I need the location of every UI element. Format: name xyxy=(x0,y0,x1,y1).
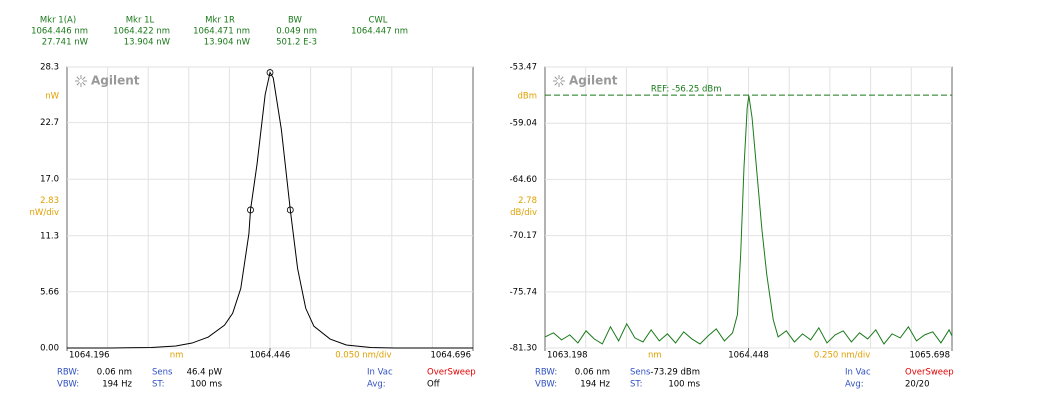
x-tick-label: 1064.446 xyxy=(250,351,291,361)
status-text: Avg: xyxy=(845,380,864,390)
status-text: OverSweep xyxy=(905,368,954,378)
marker-header: Mkr 1R xyxy=(205,16,235,26)
y-tick-label: 17.0 xyxy=(40,175,59,185)
y-division: 2.83 xyxy=(40,196,59,206)
y-tick-label: -53.47 xyxy=(510,63,537,73)
y-tick-label: -70.17 xyxy=(510,231,537,241)
x-division: 0.050 nm/div xyxy=(335,351,391,361)
y-tick-label: 22.7 xyxy=(40,118,59,128)
y-tick-label: -81.30 xyxy=(510,344,537,354)
status-text: 46.4 pW xyxy=(187,368,223,378)
reference-label: REF: -56.25 dBm xyxy=(651,85,722,95)
x-tick-label: 1064.696 xyxy=(430,351,471,361)
status-text: Sens xyxy=(152,368,173,378)
trace xyxy=(544,95,953,345)
marker-value: 1064.422 nm xyxy=(113,27,170,37)
status-text: RBW: xyxy=(57,368,79,378)
status-text: 100 ms xyxy=(668,380,700,390)
status-text: Avg: xyxy=(367,380,386,390)
marker-header: Mkr 1(A) xyxy=(40,16,76,26)
status-text: VBW: xyxy=(57,380,79,390)
logo-ray xyxy=(76,82,80,86)
x-tick-label: 1063.198 xyxy=(547,351,588,361)
y-tick-label: 0.00 xyxy=(40,344,59,354)
status-text: 0.06 nm xyxy=(97,368,132,378)
x-tick-label: 1064.448 xyxy=(728,351,769,361)
logo: Agilent xyxy=(553,74,618,88)
marker-value: 1064.447 nm xyxy=(351,27,408,37)
logo-ray xyxy=(560,82,564,86)
marker-value: 13.904 nW xyxy=(124,38,171,48)
status-text: In Vac xyxy=(367,368,393,378)
marker-value: 501.2 E-3 xyxy=(276,38,317,48)
x-tick-label: 1064.196 xyxy=(69,351,110,361)
y-tick-label: -59.04 xyxy=(510,119,537,129)
y-tick-label: 5.66 xyxy=(40,287,59,297)
marker xyxy=(247,206,254,214)
status-text: 20/20 xyxy=(905,380,930,390)
y-tick-label: 11.3 xyxy=(40,231,59,241)
y-unit: nW xyxy=(45,92,59,102)
status-text: 100 ms xyxy=(190,380,222,390)
logo-ray xyxy=(554,82,558,86)
marker-value: 0.049 nm xyxy=(276,27,317,37)
logo-ray xyxy=(82,76,86,80)
logo-ray xyxy=(76,76,80,80)
x-tick-label: 1065.698 xyxy=(909,351,950,361)
status-text: ST: xyxy=(152,380,165,390)
y-division-unit: nW/div xyxy=(30,208,59,218)
y-tick-label: -64.60 xyxy=(510,175,537,185)
status-text: 194 Hz xyxy=(580,380,610,390)
logo-ray xyxy=(82,82,86,86)
status-text: 194 Hz xyxy=(102,380,132,390)
trace xyxy=(67,71,473,349)
y-division-unit: dB/div xyxy=(510,208,537,218)
status-text: Off xyxy=(427,380,441,390)
status-text: RBW: xyxy=(535,368,557,378)
marker xyxy=(286,206,294,214)
marker-value: 27.741 nW xyxy=(42,38,89,48)
status-text: -73.29 dBm xyxy=(650,368,700,378)
status-text: OverSweep xyxy=(427,368,476,378)
marker xyxy=(266,69,274,76)
x-unit: nm xyxy=(648,351,662,361)
logo-ray xyxy=(560,76,564,80)
logo: Agilent xyxy=(75,74,140,88)
marker-header: BW xyxy=(288,16,303,26)
status-text: Sens xyxy=(630,368,651,378)
x-division: 0.250 nm/div xyxy=(814,351,870,361)
marker-value: 13.904 nW xyxy=(204,38,251,48)
status-text: 0.06 nm xyxy=(575,368,610,378)
marker-value: 1064.446 nm xyxy=(31,27,88,37)
logo-text: Agilent xyxy=(569,74,618,88)
y-unit: dBm xyxy=(517,92,537,102)
status-text: ST: xyxy=(630,380,643,390)
y-division: 2.78 xyxy=(518,196,537,206)
logo-text: Agilent xyxy=(91,74,140,88)
marker-header: CWL xyxy=(368,16,387,26)
marker-header: Mkr 1L xyxy=(126,16,155,26)
status-text: VBW: xyxy=(535,380,557,390)
marker-value: 1064.471 nm xyxy=(193,27,250,37)
status-text: In Vac xyxy=(845,368,871,378)
logo-ray xyxy=(554,76,558,80)
y-tick-label: -75.74 xyxy=(510,287,537,297)
x-unit: nm xyxy=(170,351,184,361)
y-tick-label: 28.3 xyxy=(40,63,59,73)
